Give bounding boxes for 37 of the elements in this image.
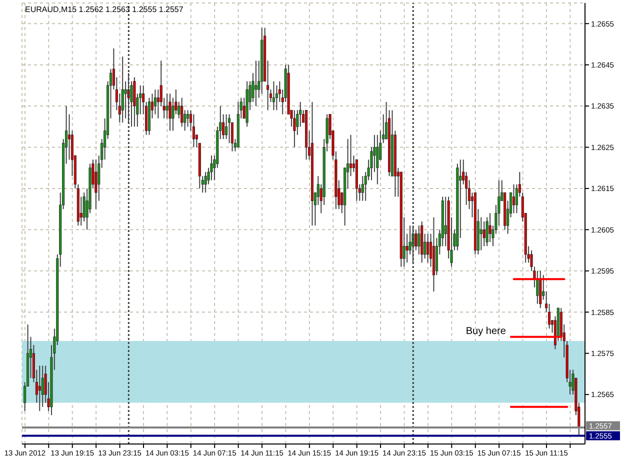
candlestick bbox=[228, 114, 231, 144]
candlestick bbox=[444, 196, 447, 247]
candlestick bbox=[548, 303, 551, 330]
candlestick bbox=[272, 80, 275, 111]
candlestick bbox=[156, 89, 160, 119]
candlestick bbox=[293, 110, 296, 148]
candlestick bbox=[536, 270, 539, 304]
candlestick bbox=[94, 159, 98, 210]
candlestick bbox=[121, 56, 124, 124]
candlestick bbox=[166, 93, 168, 119]
candlestick bbox=[184, 110, 186, 132]
candlestick bbox=[275, 84, 278, 111]
candlestick bbox=[382, 114, 385, 144]
candlestick bbox=[376, 134, 379, 185]
chart-title: EURAUD,M15 1.2562 1.2563 1.2555 1.2557 bbox=[25, 5, 184, 15]
candlestick bbox=[361, 176, 364, 202]
candlestick bbox=[204, 171, 207, 194]
candlestick bbox=[41, 365, 44, 408]
candlestick bbox=[486, 216, 488, 247]
candlestick bbox=[154, 89, 156, 115]
candlestick bbox=[349, 134, 352, 177]
candlestick bbox=[426, 233, 430, 264]
candlestick bbox=[38, 365, 41, 412]
candlestick bbox=[168, 93, 172, 132]
candlestick bbox=[480, 216, 482, 251]
annotation: Buy here bbox=[466, 326, 506, 337]
candlestick bbox=[180, 97, 184, 128]
candlestick bbox=[225, 114, 228, 140]
candlestick bbox=[488, 212, 492, 243]
candlestick bbox=[482, 220, 486, 247]
candlestick bbox=[418, 225, 420, 255]
candlestick bbox=[192, 114, 195, 148]
candlestick bbox=[210, 154, 213, 181]
candlestick bbox=[254, 60, 258, 107]
candlestick bbox=[406, 233, 408, 264]
candlestick bbox=[512, 184, 515, 214]
candlestick bbox=[186, 110, 190, 128]
